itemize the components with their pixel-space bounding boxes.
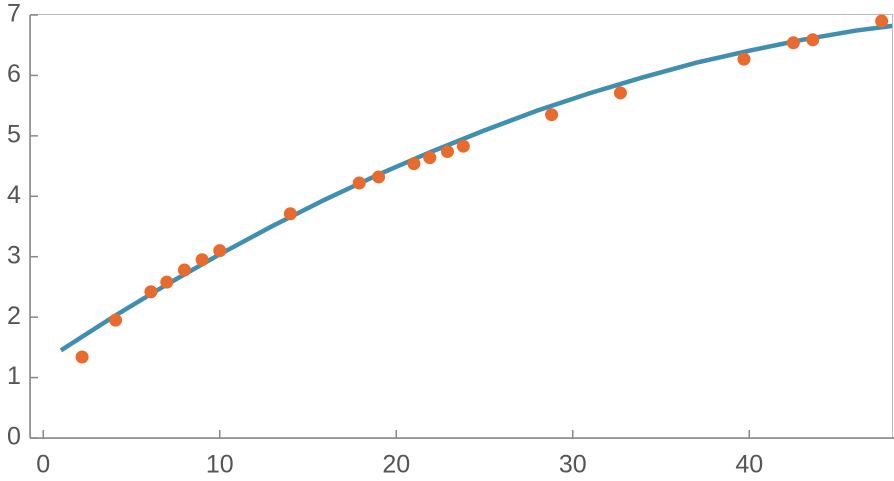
data-point	[440, 145, 454, 159]
data-point	[177, 263, 191, 277]
data-point	[195, 253, 209, 267]
data-point	[109, 313, 123, 327]
data-point	[875, 14, 889, 28]
data-point	[613, 86, 627, 100]
plot-frame	[30, 14, 893, 439]
fit-curve	[59, 23, 893, 353]
data-point	[737, 52, 751, 66]
data-point	[545, 108, 559, 122]
y-tick-label: 0	[7, 423, 21, 451]
data-point	[144, 285, 158, 299]
data-point	[75, 350, 89, 364]
x-tick-label: 10	[206, 451, 234, 479]
y-tick-label: 3	[7, 241, 21, 269]
data-point	[786, 36, 800, 50]
x-tick-label: 30	[559, 451, 587, 479]
data-point	[160, 275, 174, 289]
data-point	[806, 33, 820, 47]
data-point	[456, 139, 470, 153]
y-tick-label: 1	[7, 362, 21, 390]
data-point	[372, 170, 386, 184]
x-tick-label: 40	[735, 451, 763, 479]
data-point	[283, 207, 297, 221]
y-tick-label: 4	[7, 181, 21, 209]
x-tick-label: 0	[36, 451, 50, 479]
data-point	[213, 244, 227, 258]
x-tick-label: 20	[382, 451, 410, 479]
y-tick-label: 2	[7, 302, 21, 330]
y-tick-label: 6	[7, 60, 21, 88]
y-tick-label: 7	[7, 0, 21, 28]
data-point	[423, 151, 437, 165]
y-tick-label: 5	[7, 120, 21, 148]
data-point	[352, 176, 366, 190]
data-point	[407, 157, 421, 171]
